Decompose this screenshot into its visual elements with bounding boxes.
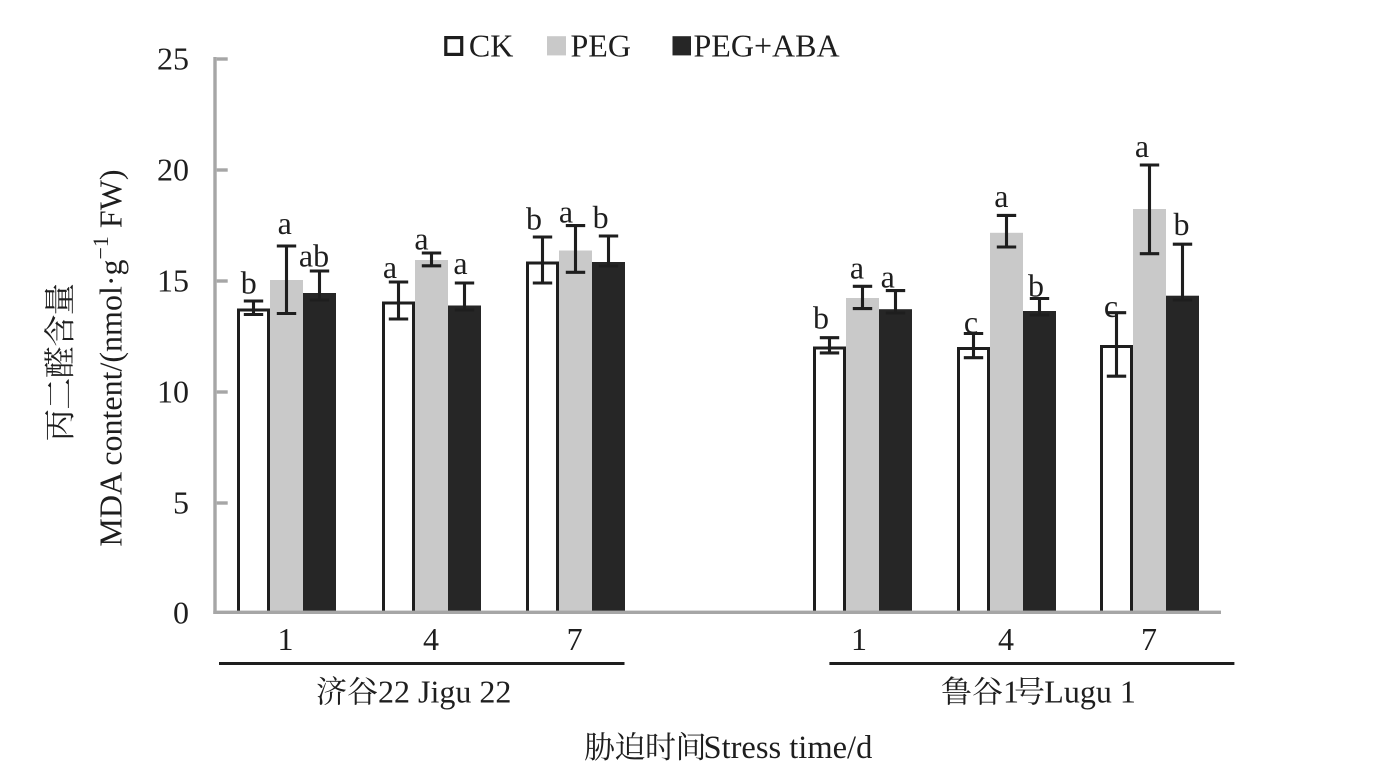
- svg-text:1: 1: [278, 621, 294, 657]
- svg-text:22 Jigu 22: 22 Jigu 22: [378, 674, 511, 710]
- svg-text:b: b: [1174, 206, 1190, 242]
- svg-text:25: 25: [157, 41, 189, 77]
- svg-text:a: a: [881, 258, 895, 294]
- svg-text:Lugu 1: Lugu 1: [1044, 674, 1136, 710]
- svg-text:7: 7: [1141, 621, 1157, 657]
- svg-text:1: 1: [851, 621, 867, 657]
- svg-text:a: a: [850, 249, 864, 285]
- svg-text:7: 7: [567, 621, 583, 657]
- svg-text:c: c: [1104, 288, 1118, 324]
- svg-text:a: a: [383, 249, 397, 285]
- svg-text:c: c: [964, 304, 978, 340]
- svg-text:20: 20: [157, 152, 189, 188]
- svg-text:PEG: PEG: [571, 28, 631, 64]
- svg-text:Stress time/d: Stress time/d: [704, 730, 873, 766]
- svg-text:4: 4: [423, 621, 439, 657]
- svg-text:a: a: [453, 245, 467, 281]
- svg-text:a: a: [994, 178, 1008, 214]
- svg-text:PEG+ABA: PEG+ABA: [694, 28, 840, 64]
- svg-text:a: a: [1135, 128, 1149, 164]
- svg-text:a: a: [278, 205, 292, 241]
- svg-text:ab: ab: [299, 238, 329, 274]
- svg-text:a: a: [559, 194, 573, 230]
- svg-text:CK: CK: [469, 28, 513, 64]
- svg-text:0: 0: [173, 595, 189, 631]
- svg-text:10: 10: [157, 374, 189, 410]
- svg-text:5: 5: [173, 485, 189, 521]
- svg-text:a: a: [414, 221, 428, 257]
- svg-text:b: b: [526, 201, 542, 237]
- svg-text:1: 1: [1003, 674, 1019, 710]
- svg-text:b: b: [813, 300, 829, 336]
- svg-text:b: b: [593, 199, 609, 235]
- svg-text:b: b: [241, 265, 257, 301]
- svg-text:4: 4: [998, 621, 1014, 657]
- svg-text:15: 15: [157, 263, 189, 299]
- svg-text:b: b: [1028, 268, 1044, 304]
- svg-text:MDA content/(nmol·g−1 FW): MDA content/(nmol·g−1 FW): [88, 169, 129, 546]
